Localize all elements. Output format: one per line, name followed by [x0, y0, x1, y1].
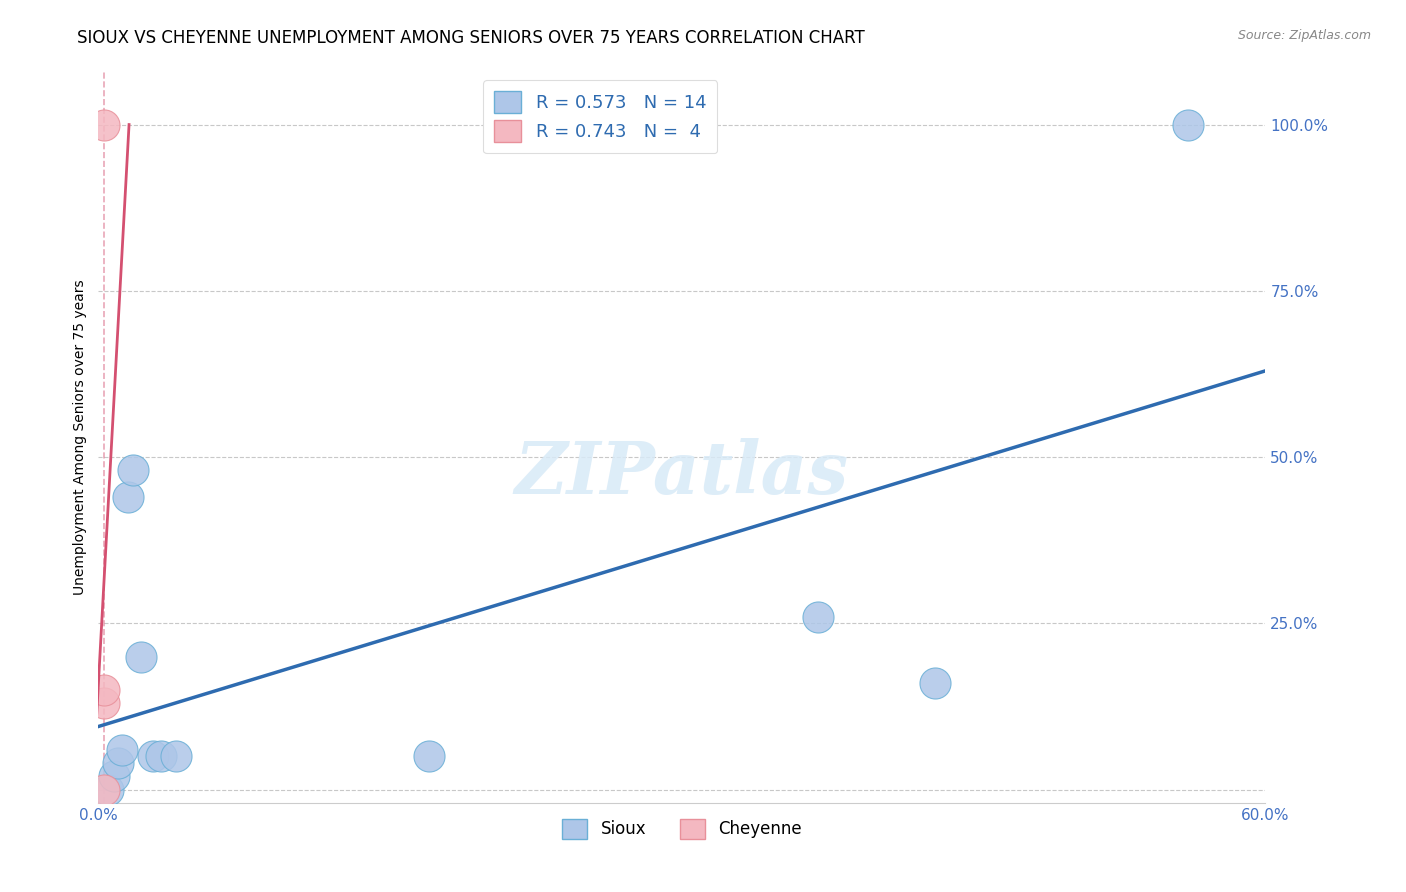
Point [418, 749, 440, 764]
Point [103, 769, 125, 783]
Text: SIOUX VS CHEYENNE UNEMPLOYMENT AMONG SENIORS OVER 75 YEARS CORRELATION CHART: SIOUX VS CHEYENNE UNEMPLOYMENT AMONG SEN… [77, 29, 865, 46]
Point [149, 749, 172, 764]
Point [93, 682, 115, 697]
Legend: Sioux, Cheyenne: Sioux, Cheyenne [555, 812, 808, 846]
Point [93, 696, 115, 710]
Point [97, 782, 120, 797]
Point [924, 676, 946, 690]
Point [1177, 118, 1199, 132]
Point [117, 490, 139, 504]
Point [111, 742, 134, 756]
Point [142, 749, 165, 764]
Point [165, 749, 187, 764]
Point [807, 609, 830, 624]
Point [93, 118, 115, 132]
Y-axis label: Unemployment Among Seniors over 75 years: Unemployment Among Seniors over 75 years [73, 279, 87, 595]
Point [122, 463, 145, 477]
Point [129, 649, 152, 664]
Text: ZIPatlas: ZIPatlas [515, 438, 849, 509]
Point [107, 756, 129, 770]
Point [93, 782, 115, 797]
Text: Source: ZipAtlas.com: Source: ZipAtlas.com [1237, 29, 1371, 42]
